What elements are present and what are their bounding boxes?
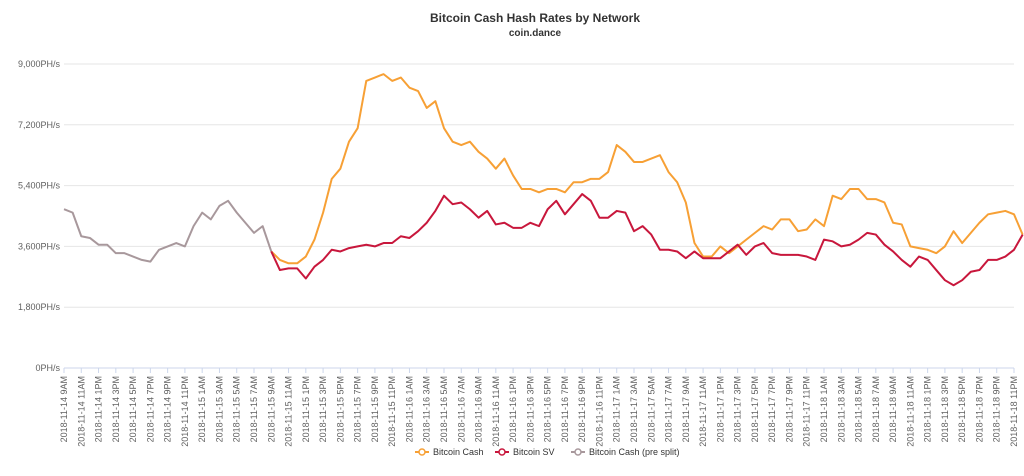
x-tick-label: 2018-11-18 7PM bbox=[974, 376, 984, 442]
x-tick-label: 2018-11-17 9PM bbox=[784, 376, 794, 442]
x-tick-label: 2018-11-15 3AM bbox=[214, 376, 224, 442]
legend-label: Bitcoin SV bbox=[513, 447, 555, 457]
x-tick-label: 2018-11-15 11AM bbox=[284, 376, 294, 447]
x-tick-label: 2018-11-18 9PM bbox=[992, 376, 1002, 442]
x-tick-label: 2018-11-17 3PM bbox=[733, 376, 743, 442]
x-tick-label: 2018-11-17 11AM bbox=[698, 376, 708, 447]
x-tick-label: 2018-11-18 1AM bbox=[819, 376, 829, 442]
x-tick-label: 2018-11-14 7PM bbox=[145, 376, 155, 442]
y-tick-label: 5,400PH/s bbox=[18, 181, 61, 191]
x-tick-label: 2018-11-14 1PM bbox=[94, 376, 104, 442]
x-tick-label: 2018-11-16 7PM bbox=[560, 376, 570, 442]
x-tick-label: 2018-11-16 5AM bbox=[439, 376, 449, 442]
x-tick-label: 2018-11-18 9AM bbox=[888, 376, 898, 442]
series-line bbox=[270, 193, 1024, 287]
x-tick-label: 2018-11-17 11PM bbox=[802, 376, 812, 447]
x-tick-label: 2018-11-17 1PM bbox=[715, 376, 725, 442]
y-axis: 0PH/s 1,800PH/s 3,600PH/s 5,400PH/s 7,200PH/… bbox=[18, 59, 61, 373]
x-tick-label: 2018-11-17 7PM bbox=[767, 376, 777, 442]
x-tick-label: 2018-11-15 11PM bbox=[387, 376, 397, 447]
legend-marker bbox=[498, 448, 506, 456]
x-tick-label: 2018-11-16 5PM bbox=[543, 376, 553, 442]
x-tick-label: 2018-11-18 5AM bbox=[854, 376, 864, 442]
x-tick-label: 2018-11-17 1AM bbox=[612, 376, 622, 442]
y-tick-label: 9,000PH/s bbox=[18, 59, 61, 69]
x-tick-label: 2018-11-16 9AM bbox=[474, 376, 484, 442]
x-tick-label: 2018-11-16 9PM bbox=[577, 376, 587, 442]
chart-subtitle: coin.dance bbox=[509, 28, 562, 39]
series-group bbox=[63, 73, 1024, 287]
x-tick-label: 2018-11-16 1PM bbox=[508, 376, 518, 442]
legend-marker bbox=[574, 448, 582, 456]
y-tick-label: 7,200PH/s bbox=[18, 120, 61, 130]
x-tick-label: 2018-11-17 3AM bbox=[629, 376, 639, 442]
series-bitcoin-cash-pre-split bbox=[63, 199, 273, 263]
chart-title: Bitcoin Cash Hash Rates by Network bbox=[430, 11, 640, 25]
x-tick-label: 2018-11-16 3AM bbox=[422, 376, 432, 442]
x-tick-label: 2018-11-16 11PM bbox=[594, 376, 604, 447]
series-bitcoin-sv bbox=[270, 193, 1024, 287]
x-tick-label: 2018-11-15 9PM bbox=[370, 376, 380, 442]
x-tick-label: 2018-11-18 7AM bbox=[871, 376, 881, 442]
x-tick-label: 2018-11-18 5PM bbox=[957, 376, 967, 442]
x-tick-label: 2018-11-16 7AM bbox=[456, 376, 466, 442]
x-tick-label: 2018-11-15 1AM bbox=[197, 376, 207, 442]
x-tick-label: 2018-11-15 7PM bbox=[353, 376, 363, 442]
x-tick-label: 2018-11-14 9AM bbox=[59, 376, 69, 442]
legend-item[interactable]: Bitcoin SV bbox=[495, 447, 555, 457]
x-tick-label: 2018-11-18 3AM bbox=[836, 376, 846, 442]
series-line bbox=[63, 199, 273, 263]
y-tick-label: 0PH/s bbox=[35, 363, 60, 373]
x-tick-label: 2018-11-17 9AM bbox=[681, 376, 691, 442]
x-tick-label: 2018-11-15 5PM bbox=[335, 376, 345, 442]
x-tick-label: 2018-11-14 9PM bbox=[163, 376, 173, 442]
x-tick-label: 2018-11-17 5AM bbox=[646, 376, 656, 442]
x-tick-label: 2018-11-18 3PM bbox=[940, 376, 950, 442]
legend-marker bbox=[418, 448, 426, 456]
y-tick-label: 3,600PH/s bbox=[18, 241, 61, 251]
series-line bbox=[270, 73, 1024, 265]
x-tick-label: 2018-11-17 5PM bbox=[750, 376, 760, 442]
x-tick-label: 2018-11-18 11PM bbox=[1009, 376, 1019, 447]
x-tick-label: 2018-11-14 3PM bbox=[111, 376, 121, 442]
x-tick-label: 2018-11-18 1PM bbox=[923, 376, 933, 442]
x-tick-label: 2018-11-14 5PM bbox=[128, 376, 138, 442]
legend-label: Bitcoin Cash (pre split) bbox=[589, 447, 680, 457]
x-tick-label: 2018-11-15 7AM bbox=[249, 376, 259, 442]
x-tick-label: 2018-11-15 3PM bbox=[318, 376, 328, 442]
x-tick-label: 2018-11-16 11AM bbox=[491, 376, 501, 447]
x-tick-label: 2018-11-14 11AM bbox=[76, 376, 86, 447]
x-tick-label: 2018-11-15 5AM bbox=[232, 376, 242, 442]
x-tick-label: 2018-11-15 9AM bbox=[266, 376, 276, 442]
series-bitcoin-cash bbox=[270, 73, 1024, 265]
y-tick-label: 1,800PH/s bbox=[18, 302, 61, 312]
x-axis: 2018-11-14 9AM 2018-11-14 11AM 2018-11-14 … bbox=[59, 367, 1019, 447]
x-tick-label: 2018-11-14 11PM bbox=[180, 376, 190, 447]
legend-label: Bitcoin Cash bbox=[433, 447, 484, 457]
x-tick-label: 2018-11-16 3PM bbox=[525, 376, 535, 442]
legend-item[interactable]: Bitcoin Cash (pre split) bbox=[571, 447, 680, 457]
x-tick-label: 2018-11-16 1AM bbox=[404, 376, 414, 442]
x-tick-label: 2018-11-18 11AM bbox=[905, 376, 915, 447]
x-tick-label: 2018-11-17 7AM bbox=[664, 376, 674, 442]
legend-item[interactable]: Bitcoin Cash bbox=[415, 447, 484, 457]
x-tick-label: 2018-11-15 1PM bbox=[301, 376, 311, 442]
legend[interactable]: Bitcoin Cash Bitcoin SV Bitcoin Cash (pre … bbox=[415, 447, 680, 457]
